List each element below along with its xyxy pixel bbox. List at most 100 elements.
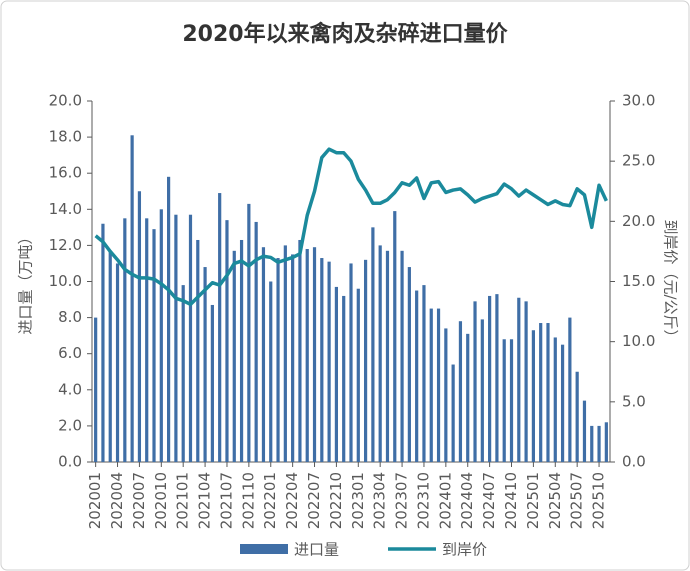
y-tick-label: 14.0 bbox=[49, 200, 82, 218]
x-tick-label: 202004 bbox=[108, 472, 126, 529]
bar bbox=[159, 209, 163, 462]
bar bbox=[188, 214, 193, 462]
bar bbox=[488, 295, 492, 462]
bar bbox=[546, 323, 550, 462]
bar bbox=[582, 400, 587, 462]
bar bbox=[225, 220, 229, 462]
bar bbox=[531, 330, 535, 462]
x-tick-label: 202401 bbox=[436, 472, 454, 529]
bar bbox=[334, 286, 339, 462]
x-tick-label: 202007 bbox=[130, 472, 148, 529]
y-tick-label: 18.0 bbox=[49, 128, 82, 146]
bar bbox=[94, 317, 98, 462]
legend-label: 进口量 bbox=[294, 541, 339, 559]
y-tick-label: 0.0 bbox=[58, 453, 82, 471]
line bbox=[94, 147, 608, 307]
bar bbox=[590, 425, 594, 462]
x-tick-label: 202307 bbox=[393, 472, 411, 529]
bar bbox=[276, 258, 280, 462]
bar bbox=[363, 259, 368, 462]
y-tick-label: 16.0 bbox=[49, 164, 82, 182]
bar bbox=[342, 295, 346, 462]
y-tick-label: 6.0 bbox=[58, 344, 82, 362]
bar bbox=[283, 245, 287, 462]
bar bbox=[261, 247, 266, 462]
bar bbox=[174, 214, 178, 462]
bar bbox=[254, 221, 258, 462]
x-tick-label: 202001 bbox=[86, 472, 104, 529]
x-tick-label: 202101 bbox=[174, 472, 192, 529]
bar bbox=[436, 308, 441, 462]
y2-tick-label: 0.0 bbox=[622, 453, 646, 471]
x-tick-label: 202304 bbox=[371, 472, 389, 529]
x-tick-label: 202501 bbox=[524, 472, 542, 529]
bar bbox=[210, 304, 214, 462]
bar bbox=[123, 218, 127, 462]
bar bbox=[327, 261, 331, 462]
bar bbox=[181, 285, 185, 462]
bar bbox=[539, 323, 543, 462]
bar bbox=[298, 239, 302, 462]
y-tick-label: 8.0 bbox=[58, 308, 82, 326]
y2-tick-label: 5.0 bbox=[622, 392, 646, 410]
y2-tick-label: 10.0 bbox=[622, 332, 655, 350]
bar bbox=[524, 301, 528, 462]
bar bbox=[568, 317, 572, 462]
bar bbox=[218, 193, 222, 462]
x-tick-label: 202201 bbox=[261, 472, 279, 529]
y2-tick-label: 25.0 bbox=[622, 152, 655, 170]
bar bbox=[349, 263, 353, 462]
bar bbox=[378, 245, 382, 462]
bar bbox=[509, 339, 514, 462]
bar bbox=[247, 203, 251, 462]
y2-tick-label: 20.0 bbox=[622, 212, 655, 230]
bar bbox=[495, 294, 499, 462]
bar bbox=[480, 319, 484, 462]
bar bbox=[553, 337, 557, 462]
bar bbox=[400, 250, 404, 462]
y-tick-label: 4.0 bbox=[58, 380, 82, 398]
bar bbox=[167, 176, 171, 462]
bar bbox=[473, 301, 477, 462]
bar bbox=[320, 258, 324, 462]
bar bbox=[502, 339, 506, 462]
bar bbox=[269, 281, 273, 462]
bar bbox=[466, 333, 470, 462]
bar bbox=[422, 285, 426, 462]
legend-label: 到岸价 bbox=[442, 541, 487, 559]
bar bbox=[560, 344, 565, 462]
bar bbox=[291, 254, 295, 462]
y-axis-label: 进口量（万吨） bbox=[17, 229, 35, 334]
bar bbox=[451, 364, 455, 462]
bar bbox=[101, 223, 105, 462]
bar bbox=[356, 288, 360, 462]
x-tick-label: 202510 bbox=[590, 472, 608, 529]
bar bbox=[407, 267, 411, 462]
bar bbox=[597, 425, 601, 462]
y2-axis-label: 到岸价（元/公斤） bbox=[662, 219, 680, 344]
x-tick-label: 202410 bbox=[502, 472, 520, 529]
bar bbox=[108, 250, 112, 462]
bar bbox=[604, 422, 608, 462]
x-tick-label: 202404 bbox=[458, 472, 476, 529]
x-tick-label: 202110 bbox=[239, 472, 257, 529]
bar bbox=[239, 239, 244, 462]
x-tick-label: 202010 bbox=[152, 472, 170, 529]
x-tick-label: 202310 bbox=[414, 472, 432, 529]
x-tick-label: 202104 bbox=[196, 472, 214, 529]
legend-swatch bbox=[240, 544, 288, 554]
bar bbox=[575, 371, 579, 462]
x-tick-label: 202507 bbox=[568, 472, 586, 529]
x-tick-label: 202301 bbox=[349, 472, 367, 529]
y2-tick-label: 30.0 bbox=[622, 92, 655, 110]
bar bbox=[371, 227, 375, 462]
x-tick-label: 202204 bbox=[283, 472, 301, 529]
bar bbox=[232, 250, 236, 462]
x-tick-label: 202210 bbox=[327, 472, 345, 529]
y-tick-label: 2.0 bbox=[58, 416, 82, 434]
bar bbox=[115, 263, 120, 462]
chart-title: 2020年以来禽肉及杂碎进口量价 bbox=[182, 21, 508, 47]
bar bbox=[444, 328, 448, 462]
bar bbox=[429, 308, 433, 462]
